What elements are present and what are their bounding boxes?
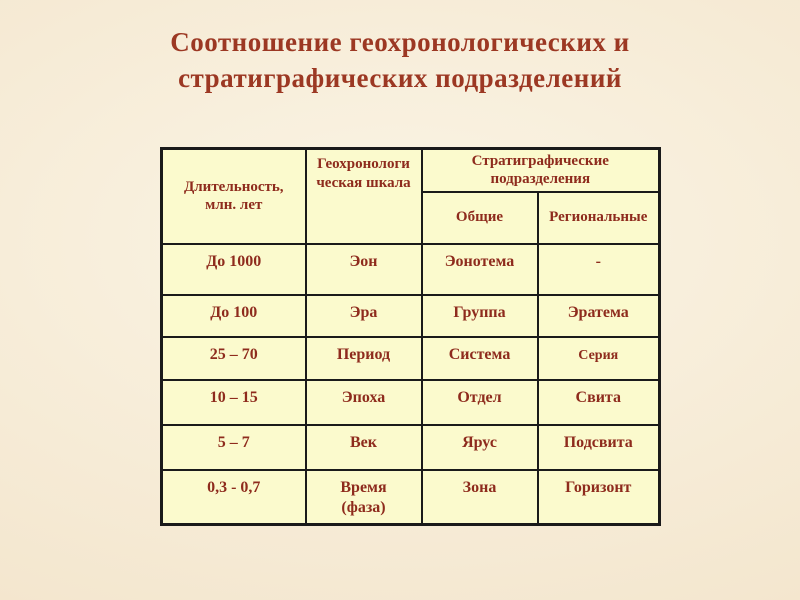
cell-duration: 0,3 - 0,7 [160, 468, 307, 526]
cell-regional: Горизонт [536, 468, 661, 526]
cell-general: Зона [420, 468, 539, 526]
table-row: 10 – 15 Эпоха Отдел Свита [160, 378, 661, 426]
header-general: Общие [420, 190, 539, 245]
header-geochronological-scale: Геохронологи ческая шкала [304, 147, 423, 245]
cell-general: Система [420, 335, 539, 381]
header-row-1: Длительность, млн. лет Геохронологи ческ… [160, 147, 661, 245]
cell-regional: Подсвита [536, 423, 661, 471]
slide-title: Соотношение геохронологических и стратиг… [170, 27, 630, 94]
header-duration: Длительность, млн. лет [160, 147, 307, 245]
table-row: 25 – 70 Период Система Серия [160, 335, 661, 381]
cell-general: Эонотема [420, 242, 539, 296]
cell-geo: Эра [304, 293, 423, 338]
cell-geo: Век [304, 423, 423, 471]
cell-geo: Период [304, 335, 423, 381]
header-stratigraphic-subdivisions: Стратиграфические подразделения [420, 147, 661, 193]
cell-regional: - [536, 242, 661, 296]
header-regional: Региональные [536, 190, 661, 245]
cell-general: Группа [420, 293, 539, 338]
cell-duration: 5 – 7 [160, 423, 307, 471]
cell-geo: Время (фаза) [304, 468, 423, 526]
geochronology-stratigraphy-table: Длительность, млн. лет Геохронологи ческ… [160, 147, 662, 526]
cell-duration: 25 – 70 [160, 335, 307, 381]
table-row: До 100 Эра Группа Эратема [160, 293, 661, 338]
cell-general: Отдел [420, 378, 539, 426]
cell-geo: Эон [304, 242, 423, 296]
header-row-2: Общие Региональные [162, 190, 661, 245]
cell-duration: До 100 [160, 293, 307, 338]
cell-general: Ярус [420, 423, 539, 471]
cell-geo: Эпоха [304, 378, 423, 426]
cell-regional: Эратема [536, 293, 661, 338]
table-row: 5 – 7 Век Ярус Подсвита [160, 423, 661, 471]
cell-regional: Свита [536, 378, 661, 426]
cell-duration: 10 – 15 [160, 378, 307, 426]
table-row: До 1000 Эон Эонотема - [160, 242, 661, 296]
cell-duration: До 1000 [160, 242, 307, 296]
cell-regional: Серия [536, 335, 661, 381]
table-row: 0,3 - 0,7 Время (фаза) Зона Горизонт [160, 468, 661, 526]
